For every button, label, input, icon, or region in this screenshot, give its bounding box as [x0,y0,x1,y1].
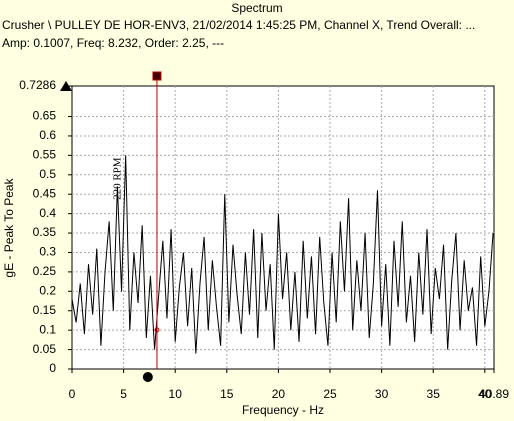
y-axis-label: gE - Peak To Peak [2,177,16,277]
cursor-readout: Amp: 0.1007, Freq: 8.232, Order: 2.25, -… [2,36,224,50]
cursor-point [154,327,160,333]
cursor-handle [152,71,162,81]
x-tick-label: 5 [120,387,127,401]
y-tick-label: 0.1 [39,322,56,336]
y-tick-label: 0.35 [33,225,57,239]
x-tick-label: 15 [220,387,234,401]
y-tick-label: 0.55 [33,148,57,162]
x-tick-label: 25 [323,387,337,401]
x-tick-label: 40 [478,387,492,401]
x-tick-label: 30 [375,387,389,401]
y-tick-label: 0.3 [39,245,56,259]
x-tick-label: 20 [272,387,286,401]
y-tick-label: 0.7286 [19,78,56,92]
subtitle: Crusher \ PULLEY DE HOR-ENV3, 21/02/2014… [2,18,475,32]
x-tick-label: 10 [169,387,183,401]
y-tick-label: 0.6 [39,128,56,142]
x-tick-label: 40.89 [479,387,509,401]
x-tick-label: 0 [69,387,76,401]
chart-title: Spectrum [231,1,282,15]
y-tick-label: 0 [49,361,56,375]
y-tick-label: 0.65 [33,109,57,123]
y-tick-label: 0.45 [33,186,57,200]
rpm-marker [142,372,153,382]
ymax-marker [60,81,72,91]
y-tick-label: 0.05 [33,342,57,356]
y-tick-label: 0.2 [39,283,56,297]
y-tick-label: 0.4 [39,206,56,220]
x-tick-label: 35 [427,387,441,401]
spectrum-line [71,155,494,354]
x-axis-label: Frequency - Hz [242,403,324,417]
y-tick-label: 0.15 [33,303,57,317]
y-tick-label: 0.5 [39,167,56,181]
y-tick-label: 0.25 [33,264,57,278]
annotation: 220 RPM [111,157,123,200]
